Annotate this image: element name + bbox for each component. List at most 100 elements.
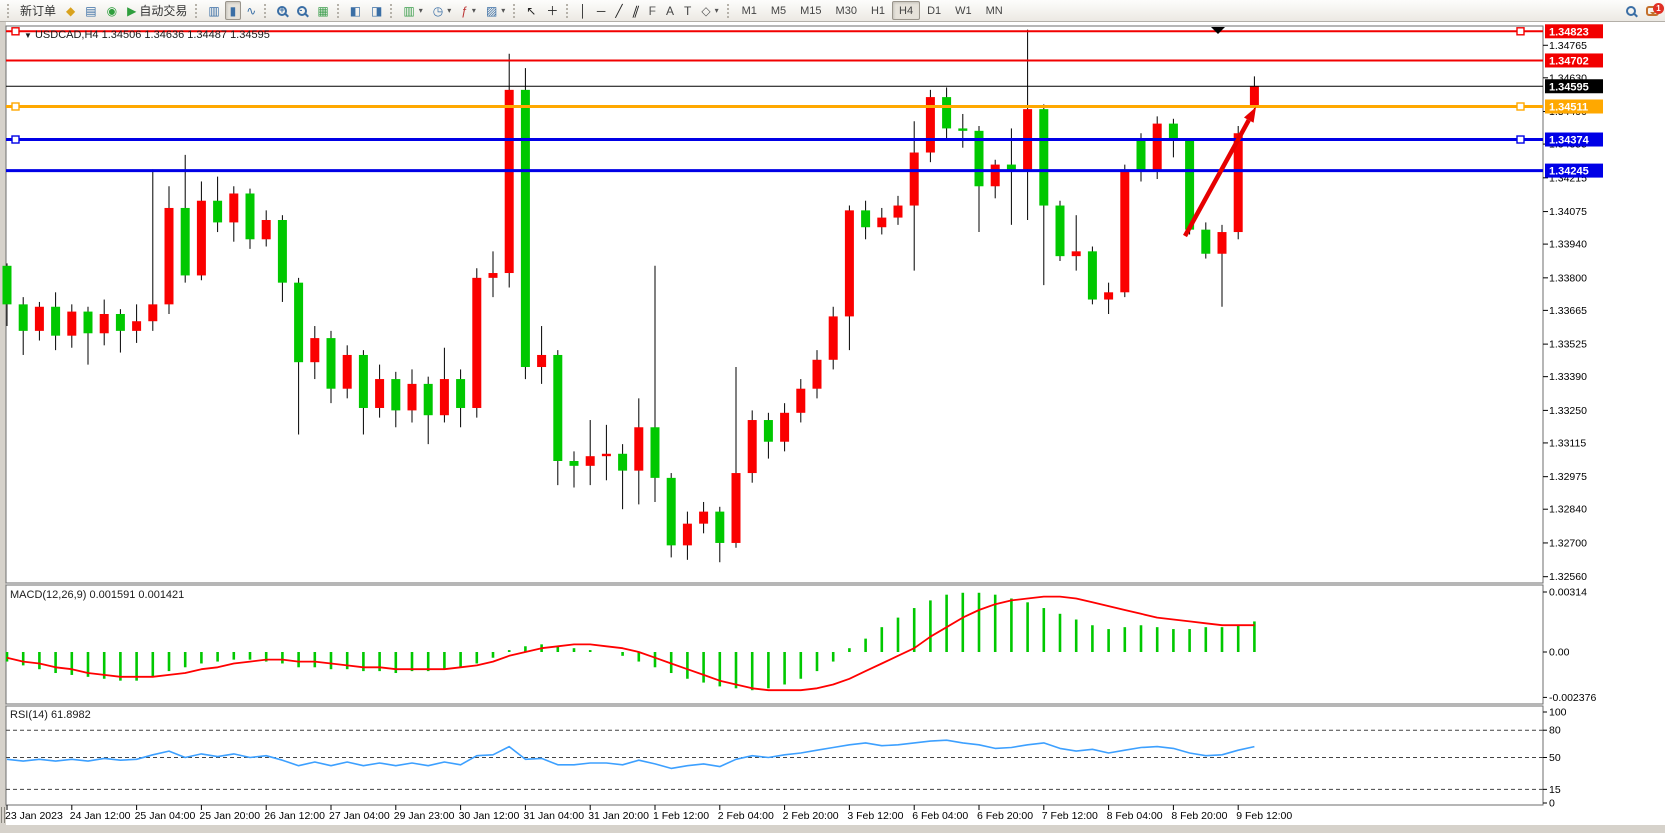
- toolbar-grip: [7, 3, 10, 18]
- toolbar-grip: [566, 3, 569, 18]
- price-tick-label: 1.33390: [1549, 371, 1587, 383]
- bar-chart-button[interactable]: ▥: [203, 1, 224, 20]
- candle-body: [909, 152, 919, 206]
- candle-body: [942, 97, 952, 129]
- signals-button[interactable]: ◉: [102, 1, 122, 20]
- zoom-out-icon: -: [297, 5, 308, 16]
- autotrading-button[interactable]: ▶ 自动交易: [122, 1, 192, 20]
- timeframe-h1-button[interactable]: H1: [870, 4, 886, 17]
- line-handle[interactable]: [1516, 135, 1525, 144]
- text-icon: A: [665, 3, 674, 18]
- macd-tick-label: -0.002376: [1549, 692, 1596, 704]
- candle-body: [148, 304, 158, 322]
- vertical-line-button[interactable]: │: [574, 1, 592, 20]
- vline-icon: │: [579, 3, 587, 18]
- line-handle[interactable]: [11, 27, 20, 36]
- time-tick-label: 26 Jan 12:00: [264, 810, 325, 822]
- candle-body: [1201, 229, 1211, 254]
- timeframe-w1-button[interactable]: W1: [955, 4, 972, 17]
- price-tick-label: 1.32975: [1549, 471, 1587, 483]
- line-handle[interactable]: [1516, 102, 1525, 111]
- channel-button[interactable]: ∥: [628, 1, 644, 20]
- candle-body: [861, 210, 871, 228]
- fibonacci-button[interactable]: F: [644, 1, 661, 20]
- candle-body: [34, 306, 44, 331]
- price-tick-label: 1.32700: [1549, 537, 1587, 549]
- timeframe-d1-button[interactable]: D1: [927, 4, 942, 17]
- chart-shift-marker[interactable]: [1211, 27, 1225, 34]
- candle-body: [553, 354, 563, 462]
- auto-arrange-button[interactable]: ◧: [345, 1, 366, 20]
- line-handle[interactable]: [1516, 27, 1525, 36]
- candle-body: [585, 456, 595, 466]
- market-watch-button[interactable]: ◆: [61, 1, 80, 20]
- candle-body: [1006, 164, 1016, 170]
- label-button[interactable]: T: [679, 1, 696, 20]
- zoom-in-button[interactable]: +: [272, 1, 292, 20]
- cascade-button[interactable]: ◨: [366, 1, 387, 20]
- line-price-badge: [1545, 99, 1603, 114]
- zoom-out-button[interactable]: -: [292, 1, 312, 20]
- chevron-down-icon: ▾: [418, 6, 423, 15]
- toolbar-grip: [390, 3, 393, 18]
- indicators-button[interactable]: ƒ ▾: [456, 1, 481, 20]
- candlestick-icon: ▮: [229, 3, 237, 18]
- candle-body: [796, 388, 806, 413]
- candle-body: [682, 523, 692, 546]
- trend-arrow-head[interactable]: [1243, 107, 1256, 123]
- new-order-button-label: 新订单: [20, 4, 57, 18]
- templates-button[interactable]: ▨ ▾: [481, 1, 510, 20]
- main-pane[interactable]: [5, 25, 1544, 584]
- cursor-button[interactable]: ↖: [521, 1, 541, 20]
- timeframe-m1-button[interactable]: M1: [741, 4, 757, 17]
- trendline-button[interactable]: ╱: [610, 1, 627, 20]
- candlestick-button[interactable]: ▮: [224, 1, 242, 20]
- label-icon: T: [683, 3, 692, 18]
- line-handle[interactable]: [11, 102, 20, 111]
- candle-body: [958, 128, 968, 131]
- timeframe-m5-button[interactable]: M5: [770, 4, 787, 17]
- rsi-pane[interactable]: [5, 705, 1544, 806]
- navigator-button[interactable]: ▤: [80, 1, 101, 20]
- macd-tick-label: 0.00: [1549, 647, 1570, 659]
- period-button[interactable]: ◷ ▾: [428, 1, 457, 20]
- chevron-down-icon: ▾: [471, 6, 476, 15]
- tile-windows-button[interactable]: ▦: [312, 1, 333, 20]
- trend-arrow-object[interactable]: [1183, 119, 1251, 238]
- toolbar-grip: [336, 3, 340, 18]
- candle-body: [1087, 251, 1097, 300]
- candle-body: [520, 89, 530, 368]
- price-tick-label: 1.33115: [1549, 437, 1586, 449]
- window-left-edge: [0, 22, 6, 833]
- horizontal-line-button[interactable]: ─: [592, 1, 611, 20]
- time-tick-label: 30 Jan 12:00: [459, 810, 520, 822]
- macd-pane[interactable]: [5, 584, 1544, 705]
- toolbar-grip: [195, 3, 198, 18]
- price-tick-label: 1.33940: [1549, 239, 1587, 251]
- line-price-badge-label: 1.34823: [1549, 26, 1589, 38]
- line-chart-button[interactable]: ∿: [241, 1, 261, 20]
- macd-signal-line: [6, 595, 1255, 692]
- bar-chart-icon: ▥: [208, 3, 220, 18]
- line-handle[interactable]: [11, 135, 20, 144]
- candle-body: [812, 359, 822, 389]
- timeframe-mn-button[interactable]: MN: [985, 4, 1003, 17]
- timeframe-m15-button[interactable]: M15: [800, 4, 822, 17]
- new-order-button[interactable]: 新订单: [15, 1, 61, 20]
- rsi-tick-label: 0: [1549, 798, 1555, 810]
- candle-body: [164, 207, 174, 305]
- timeframe-h4-button[interactable]: H4: [892, 1, 921, 20]
- text-button[interactable]: A: [661, 1, 679, 20]
- candle-body: [51, 306, 61, 336]
- shapes-button[interactable]: ◇ ▾: [696, 1, 723, 20]
- new-chart-button[interactable]: ▥ ▾: [398, 1, 427, 20]
- candle-body: [407, 383, 417, 411]
- rsi-tick-label: 100: [1549, 707, 1567, 719]
- search-icon[interactable]: [1626, 6, 1636, 16]
- timeframe-m30-button[interactable]: M30: [835, 4, 857, 17]
- notifications-icon[interactable]: 1: [1646, 3, 1664, 16]
- candle-body: [488, 273, 498, 278]
- crosshair-button[interactable]: ＋: [541, 1, 563, 20]
- cursor-icon: ↖: [526, 3, 537, 18]
